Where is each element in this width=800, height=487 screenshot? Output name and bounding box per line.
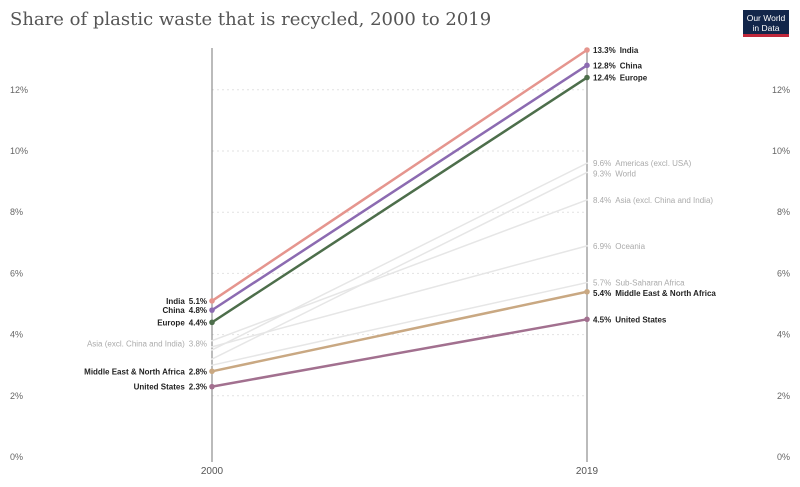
end-series-name: Sub-Saharan Africa [615, 279, 685, 288]
end-value: 5.4% [593, 289, 611, 298]
end-value: 12.8% [593, 61, 616, 70]
y-tick-label-right: 12% [772, 85, 790, 95]
end-value: 8.4% [593, 196, 611, 205]
end-value: 13.3% [593, 46, 616, 55]
y-tick-label-left: 8% [10, 207, 23, 217]
start-label: India 5.1% [166, 297, 207, 306]
series-layer [209, 47, 590, 390]
end-series-name: Middle East & North Africa [615, 289, 716, 298]
series-line [210, 64, 589, 312]
series-point [584, 47, 590, 53]
series-line [210, 76, 589, 324]
end-value: 5.7% [593, 279, 611, 288]
end-label: 12.4% Europe [593, 74, 648, 83]
end-label: 4.5% United States [593, 315, 667, 324]
start-series-name: Europe [157, 318, 185, 327]
series-point [584, 62, 590, 69]
series-line [211, 245, 588, 348]
axis-layer: 0% 0% 2% 2% 4% 4% 6% 6% 8% 8% 10% 10% 12% 12% 2000 2019 [10, 48, 790, 477]
start-value: 2.8% [189, 367, 207, 376]
series-point [584, 316, 590, 323]
y-tick-label-right: 6% [777, 268, 790, 278]
end-value: 9.3% [593, 169, 611, 178]
end-series-name: China [620, 61, 643, 70]
end-label: 9.3% World [593, 169, 636, 178]
start-value: 5.1% [189, 297, 207, 306]
end-label: 5.4% Middle East & North Africa [593, 289, 716, 298]
logo-line-1: Our World [746, 13, 786, 23]
end-label: 12.8% China [593, 61, 642, 70]
y-tick-label-right: 8% [777, 207, 790, 217]
logo-line-2: in Data [752, 23, 780, 33]
start-value: 3.8% [189, 340, 207, 349]
y-tick-label-right: 2% [777, 391, 790, 401]
start-value: 4.4% [189, 318, 207, 327]
y-tick-label-right: 4% [777, 330, 790, 340]
y-tick-label-left: 4% [10, 330, 23, 340]
start-label: Middle East & North Africa 2.8% [84, 367, 207, 376]
x-tick-label: 2019 [576, 466, 599, 477]
series-point [209, 383, 215, 390]
y-tick-label-right: 10% [772, 146, 790, 156]
series-line [210, 290, 589, 373]
start-value: 4.8% [189, 306, 207, 315]
end-series-name: India [620, 46, 639, 55]
series-line [210, 318, 589, 388]
y-tick-label-right: 0% [777, 452, 790, 462]
series-line [211, 162, 588, 351]
y-tick-label-left: 6% [10, 268, 23, 278]
series-line [211, 171, 588, 360]
y-tick-label-left: 10% [10, 146, 28, 156]
end-label: 6.9% Oceania [593, 242, 646, 251]
series-point [209, 368, 215, 375]
start-label: Asia (excl. China and India) 3.8% [87, 340, 207, 349]
series-line [210, 48, 589, 303]
end-series-name: Oceania [615, 242, 645, 251]
y-tick-label-left: 12% [10, 85, 28, 95]
series-point [209, 298, 215, 304]
label-layer: 9.6% Americas (excl. USA) 9.3% World 8.4% Asi… [84, 46, 716, 392]
start-series-name: Asia (excl. China and India) [87, 340, 185, 349]
end-value: 6.9% [593, 242, 611, 251]
series-point [584, 288, 590, 295]
y-tick-label-left: 2% [10, 391, 23, 401]
start-series-name: China [163, 306, 186, 315]
grid-layer [212, 89, 587, 397]
end-label: 9.6% Americas (excl. USA) [593, 159, 692, 168]
x-tick-label: 2000 [201, 466, 224, 477]
series-point [584, 74, 590, 81]
end-label: 8.4% Asia (excl. China and India) [593, 196, 713, 205]
end-value: 4.5% [593, 315, 611, 324]
end-series-name: Europe [620, 74, 648, 83]
end-label: 5.7% Sub-Saharan Africa [593, 279, 685, 288]
end-series-name: United States [615, 315, 667, 324]
end-value: 9.6% [593, 159, 611, 168]
series-line [211, 281, 588, 366]
series-point [209, 319, 215, 326]
end-label: 13.3% India [593, 46, 639, 55]
y-tick-label-left: 0% [10, 452, 23, 462]
start-label: Europe 4.4% [157, 318, 207, 327]
series-point [209, 307, 215, 313]
end-series-name: World [615, 169, 636, 178]
end-series-name: Americas (excl. USA) [615, 159, 691, 168]
start-series-name: Middle East & North Africa [84, 367, 185, 376]
end-series-name: Asia (excl. China and India) [615, 196, 713, 205]
chart-title: Share of plastic waste that is recycled,… [10, 9, 492, 30]
end-value: 12.4% [593, 74, 616, 83]
start-value: 2.3% [189, 383, 207, 392]
series-line [211, 199, 588, 342]
start-series-name: India [166, 297, 185, 306]
start-series-name: United States [134, 383, 186, 392]
start-label: United States 2.3% [134, 383, 207, 392]
start-label: China 4.8% [163, 306, 207, 315]
owid-logo[interactable]: Our World in Data [743, 10, 789, 37]
